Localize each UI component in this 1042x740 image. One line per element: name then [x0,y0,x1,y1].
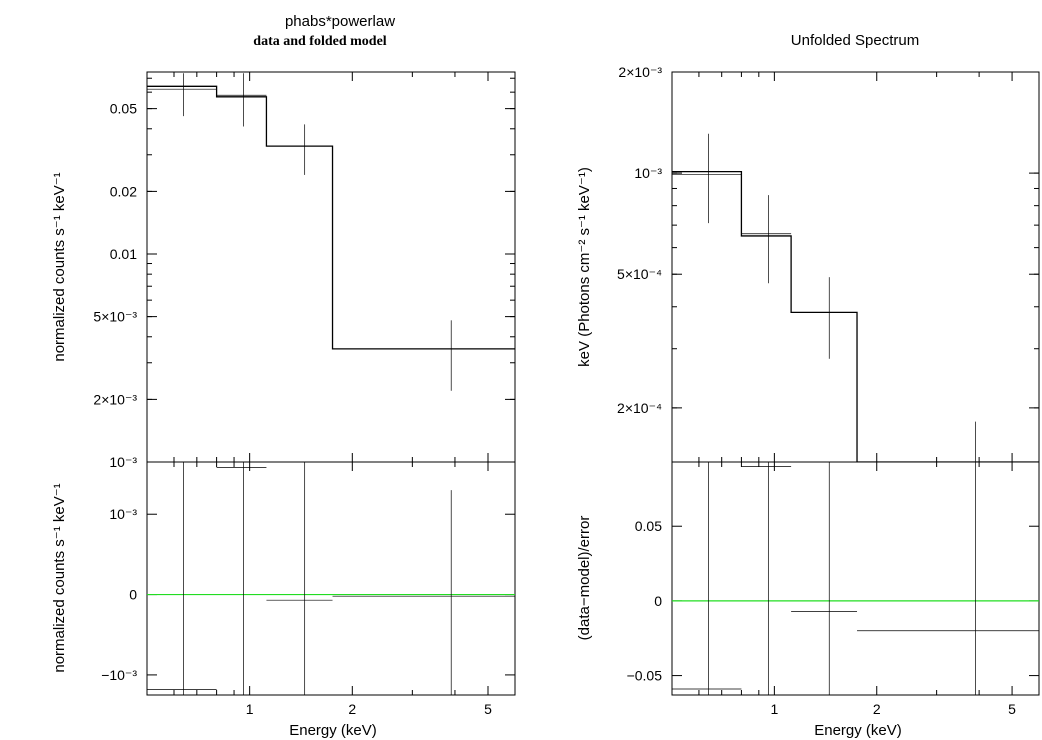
chart0-bottom-xtick-label: 1 [246,701,254,717]
chart1-top-model-line [672,171,1039,462]
chart1-bottom-ytick-label: 0 [654,593,662,609]
chart1-top-data-point [672,133,742,224]
left-top-panel: 0.05 0.02 0.01 5×10⁻³ 2×10⁻³ 10⁻³ normalized … [51,71,516,470]
chart1-bottom-xtick-label: 2 [873,701,881,717]
chart0-bottom-data-point [266,462,333,695]
left-top-ylabel: normalized counts s⁻¹ keV⁻¹ [51,172,68,361]
right-figure: Unfolded Spectrum 2×10⁻³ 10⁻³ 5×10⁻⁴ 2×10⁻⁴… [576,32,1040,739]
chart1-bottom-xtick-label: 5 [1008,701,1016,717]
left-top-frame [146,71,516,463]
left-title: phabs*powerlaw [285,13,395,30]
left-xlabel: Energy (keV) [289,722,377,739]
chart1-bottom-data-point [791,462,858,695]
right-xlabel: Energy (keV) [814,722,902,739]
chart0-top-ytick-label: 2×10⁻³ [93,391,137,407]
right-top-ylabel: keV (Photons cm⁻² s⁻¹ keV⁻¹) [576,167,593,367]
chart1-top-data-point [857,421,1039,462]
left-bottom-ylabel: normalized counts s⁻¹ keV⁻¹ [51,483,68,672]
chart0-top-ytick-label: 0.05 [110,101,137,117]
chart0-top-model-line [147,85,515,350]
right-title: Unfolded Spectrum [791,32,919,49]
chart0-bottom-xtick-label: 2 [348,701,356,717]
chart0-top-data-point [332,320,515,391]
chart0-top-data-point [147,73,217,117]
right-bottom-frame [671,461,1040,696]
chart0-top-data-point [266,124,333,175]
right-bottom-ylabel: (data−model)/error [576,516,593,641]
right-top-panel: 2×10⁻³ 10⁻³ 5×10⁻⁴ 2×10⁻⁴ keV (Photons cm⁻²… [576,64,1040,463]
left-bottom-frame [146,461,516,696]
chart1-bottom-data-point [672,462,742,695]
chart0-top-ytick-label: 10⁻³ [109,454,137,470]
right-bottom-panel: 1 2 5 0.05 0 −0.05 (data−model)/error Energy … [576,461,1040,739]
chart0-top-ytick-label: 5×10⁻³ [93,309,137,325]
chart1-bottom-ytick-label: −0.05 [627,668,663,684]
left-subtitle: data and folded model [253,34,387,49]
chart0-top-ytick-label: 0.02 [110,183,137,199]
chart1-top-data-point [741,195,792,284]
chart1-top-ytick-label: 2×10⁻³ [618,64,662,80]
chart1-top-ytick-label: 10⁻³ [634,165,662,181]
chart1-bottom-data-point [857,462,1039,695]
chart1-top-ytick-label: 5×10⁻⁴ [617,266,662,282]
chart0-bottom-data-point [147,462,217,695]
chart0-bottom-ytick-label: 0 [129,587,137,603]
chart0-bottom-ytick-label: −10⁻³ [101,667,137,683]
left-bottom-panel: 1 2 5 10⁻³ 0 −10⁻³ normalized counts s⁻¹ keV⁻… [51,461,516,739]
chart0-bottom-data-point [332,490,515,695]
right-top-frame [671,71,1040,463]
chart1-bottom-ytick-label: 0.05 [635,518,662,534]
chart0-top-ytick-label: 0.01 [110,246,137,262]
chart0-bottom-ytick-label: 10⁻³ [109,506,137,522]
chart1-bottom-data-point [741,462,792,695]
chart0-top-data-point [216,73,267,127]
chart1-top-data-point [791,277,858,359]
left-figure: phabs*powerlaw data and folded model 0.0… [51,13,516,739]
chart0-bottom-xtick-label: 5 [484,701,492,717]
chart1-bottom-xtick-label: 1 [770,701,778,717]
chart1-top-ytick-label: 2×10⁻⁴ [617,400,662,416]
chart0-bottom-data-point [216,462,267,695]
